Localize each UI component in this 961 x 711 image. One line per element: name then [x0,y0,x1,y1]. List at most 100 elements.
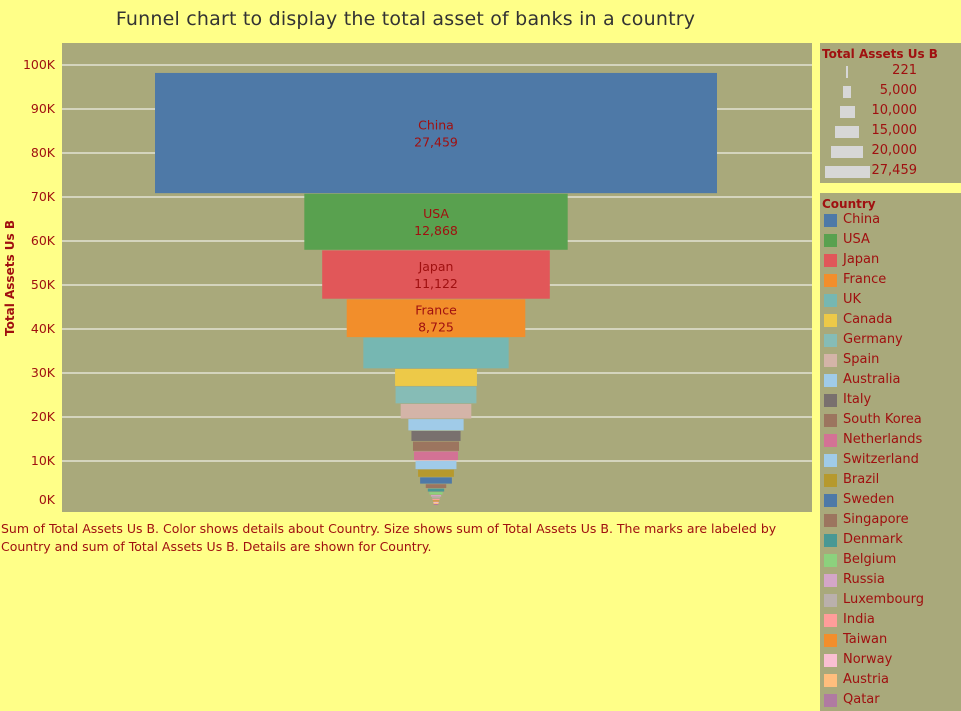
size-legend-item: 10,000 [820,101,961,121]
color-legend-item[interactable]: Qatar [820,691,961,711]
color-legend-label: Belgium [843,552,897,567]
funnel-bar-canada[interactable] [395,368,477,386]
funnel-bar-china[interactable] [155,72,717,194]
funnel-bar-south-korea[interactable] [412,441,460,451]
color-legend-item[interactable]: UK [820,291,961,311]
color-legend-swatch [824,274,837,287]
color-legend-label: Italy [843,392,872,407]
color-legend-item[interactable]: Switzerland [820,451,961,471]
color-legend-swatch [824,334,837,347]
color-legend-item[interactable]: Singapore [820,511,961,531]
size-legend-value: 5,000 [879,83,917,98]
funnel-bar-switzerland[interactable] [415,460,457,470]
funnel-bar-russia[interactable] [430,495,442,497]
bar-label-country: USA [423,206,449,221]
color-legend-item[interactable]: Netherlands [820,431,961,451]
color-legend-label: USA [843,232,870,247]
color-legend-label: France [843,272,887,287]
color-legend-item[interactable]: Spain [820,351,961,371]
color-legend-item[interactable]: China [820,211,961,231]
funnel-bar-germany[interactable] [395,386,477,404]
color-legend-swatch [824,254,837,267]
funnel-bar-luxembourg[interactable] [431,497,441,499]
size-legend-swatch [824,166,870,178]
color-legend-label: Singapore [843,512,909,527]
color-legend-swatch [824,614,837,627]
color-legend-swatch [824,494,837,507]
funnel-bar-taiwan[interactable] [432,500,440,502]
funnel-bar-sweden[interactable] [420,477,452,484]
bar-label-value: 12,868 [414,223,458,238]
size-legend-swatch [846,66,848,78]
color-legend-label: Switzerland [843,452,919,467]
y-axis-label: Total Assets Us B [3,220,17,336]
funnel-bar-singapore[interactable] [425,484,447,489]
size-legend-item: 221 [820,61,961,81]
funnel-bar-brazil[interactable] [418,469,454,477]
size-legend-item: 5,000 [820,81,961,101]
color-legend-swatch [824,674,837,687]
size-legend-swatch [835,126,859,138]
color-legend-label: Taiwan [843,632,888,647]
color-legend-label: Germany [843,332,903,347]
funnel-bar-uk[interactable] [363,337,509,369]
size-legend-value: 15,000 [871,123,918,138]
color-legend-label: Japan [843,252,880,267]
y-tick-label: 70K [31,189,56,204]
y-tick-label: 10K [31,453,56,468]
color-legend-item[interactable]: Norway [820,651,961,671]
funnel-bar-australia[interactable] [408,419,464,431]
funnel-bar-usa[interactable] [304,193,568,250]
funnel-bar-india[interactable] [432,498,440,500]
color-legend-item[interactable]: Canada [820,311,961,331]
y-tick-label: 100K [23,57,56,72]
color-legend-item[interactable]: Luxembourg [820,591,961,611]
bar-label-value: 11,122 [414,276,458,291]
color-legend-item[interactable]: India [820,611,961,631]
size-legend-value: 221 [892,63,917,78]
y-tick-label: 40K [31,321,56,336]
color-legend-label: Austria [843,672,889,687]
funnel-bar-netherlands[interactable] [413,451,459,461]
color-legend-item[interactable]: Austria [820,671,961,691]
color-legend-swatch [824,594,837,607]
funnel-bar-japan[interactable] [322,250,550,299]
y-tick-label: 20K [31,409,56,424]
bar-label-value: 27,459 [414,134,458,149]
color-legend-item[interactable]: Taiwan [820,631,961,651]
color-legend-item[interactable]: USA [820,231,961,251]
color-legend-item[interactable]: South Korea [820,411,961,431]
color-legend-item[interactable]: Germany [820,331,961,351]
color-legend-item[interactable]: Japan [820,251,961,271]
color-legend-swatch [824,234,837,247]
funnel-bar-austria[interactable] [433,502,439,504]
funnel-bar-spain[interactable] [400,403,472,419]
y-tick-label: 50K [31,277,56,292]
color-legend-swatch [824,554,837,567]
size-legend-item: 27,459 [820,161,961,181]
funnel-bar-denmark[interactable] [427,488,445,492]
chart-title: Funnel chart to display the total asset … [115,8,696,30]
color-legend-label: Denmark [843,532,903,547]
funnel-bar-norway[interactable] [433,501,439,503]
size-legend-swatch [831,146,863,158]
color-legend-item[interactable]: Russia [820,571,961,591]
funnel-bar-qatar[interactable] [433,504,439,506]
color-legend-swatch [824,574,837,587]
color-legend-label: Russia [843,572,885,587]
color-legend-item[interactable]: Sweden [820,491,961,511]
funnel-bar-france[interactable] [346,299,526,338]
color-legend-item[interactable]: Italy [820,391,961,411]
color-legend-item[interactable]: Belgium [820,551,961,571]
color-legend-label: Sweden [843,492,895,507]
color-legend-item[interactable]: Australia [820,371,961,391]
bar-label-country: Japan [418,259,454,274]
color-legend-label: Luxembourg [843,592,925,607]
funnel-bar-italy[interactable] [411,430,461,441]
color-legend-item[interactable]: Brazil [820,471,961,491]
color-legend-item[interactable]: Denmark [820,531,961,551]
color-legend: Country China USA Japan France UK Canada Germa… [820,193,961,711]
color-legend-swatch [824,314,837,327]
color-legend-item[interactable]: France [820,271,961,291]
funnel-bar-belgium[interactable] [429,492,443,495]
